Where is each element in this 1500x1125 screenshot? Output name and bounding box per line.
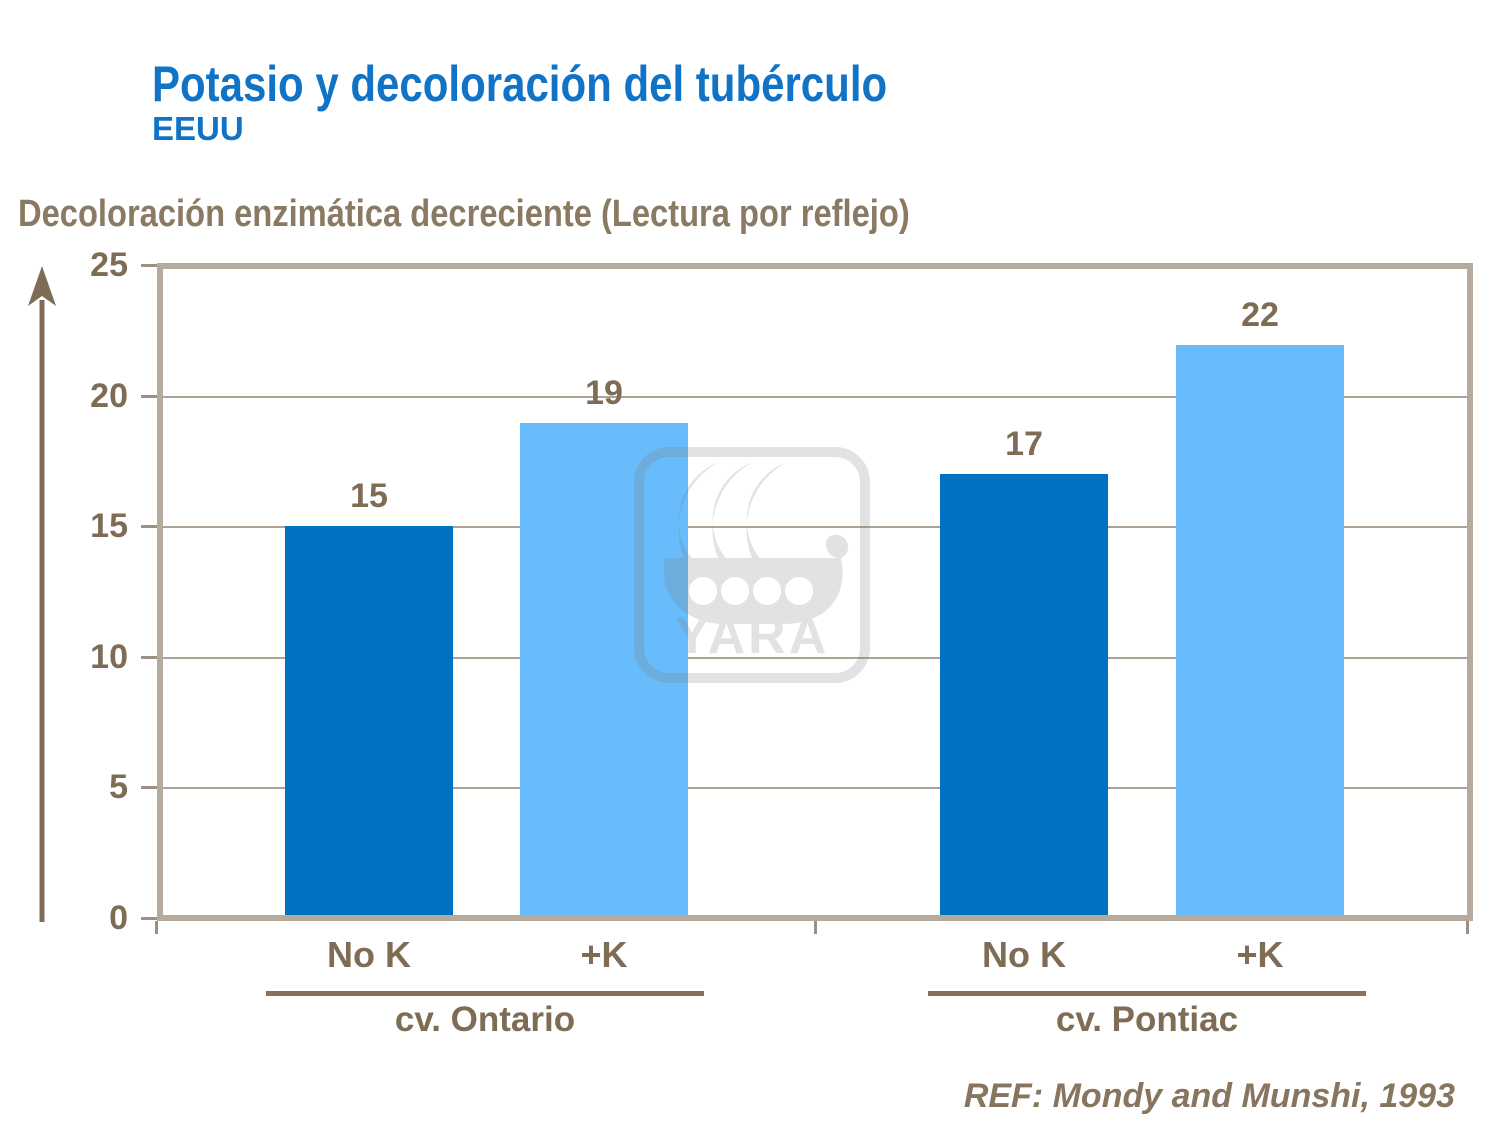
y-tick-label: 10 bbox=[90, 637, 128, 676]
y-tick-mark bbox=[141, 264, 157, 267]
y-tick-label: 0 bbox=[109, 899, 128, 937]
y-tick-label: 25 bbox=[90, 246, 128, 284]
bar-value-label: 19 bbox=[585, 373, 623, 412]
bar-category-label: +K bbox=[580, 934, 628, 975]
gridline bbox=[163, 656, 1467, 659]
bar-category-label: No K bbox=[327, 934, 411, 975]
group-underline bbox=[928, 991, 1366, 996]
bar-cv-Ontario-No-K bbox=[285, 526, 453, 915]
y-tick-mark bbox=[141, 525, 157, 529]
y-tick-label: 15 bbox=[90, 507, 128, 546]
chart-axis-title: Decoloración enzimática decreciente (Lec… bbox=[18, 193, 910, 235]
x-tick-mark bbox=[1466, 921, 1469, 934]
bar-cv-Pontiac-No-K bbox=[940, 474, 1108, 915]
bar-cv-Ontario--K bbox=[520, 422, 688, 915]
bar-value-label: 22 bbox=[1241, 295, 1279, 334]
group-underline bbox=[266, 991, 704, 996]
bar-value-label: 15 bbox=[350, 477, 388, 516]
y-tick-mark bbox=[141, 655, 157, 659]
bar-category-label: No K bbox=[982, 934, 1066, 975]
gridline bbox=[163, 395, 1467, 398]
x-tick-mark bbox=[814, 921, 817, 934]
group-label: cv. Pontiac bbox=[1055, 1000, 1239, 1039]
bar-value-label: 17 bbox=[1005, 425, 1043, 464]
y-axis-arrow-icon bbox=[28, 266, 56, 922]
watermark-wordmark: YARA bbox=[675, 607, 830, 665]
group-label: cv. Ontario bbox=[394, 1000, 576, 1039]
y-tick-label: 5 bbox=[109, 768, 128, 807]
gridline bbox=[163, 787, 1467, 790]
bar-category-label: +K bbox=[1236, 934, 1284, 975]
y-tick-mark bbox=[141, 917, 157, 920]
page-title: Potasio y decoloración del tubérculo bbox=[152, 56, 888, 112]
plot-area bbox=[157, 263, 1473, 921]
bar-cv-Pontiac--K bbox=[1176, 344, 1344, 915]
gridline bbox=[163, 526, 1467, 529]
x-tick-mark bbox=[155, 921, 158, 934]
viking-ship-icon: YARA bbox=[634, 447, 870, 683]
reference-text: REF: Mondy and Munshi, 1993 bbox=[963, 1077, 1455, 1115]
y-tick-mark bbox=[141, 394, 157, 398]
y-tick-label: 20 bbox=[90, 376, 128, 415]
y-tick-mark bbox=[141, 786, 157, 790]
yara-watermark: YARA bbox=[634, 447, 870, 683]
page-subtitle: EEUU bbox=[152, 110, 244, 147]
